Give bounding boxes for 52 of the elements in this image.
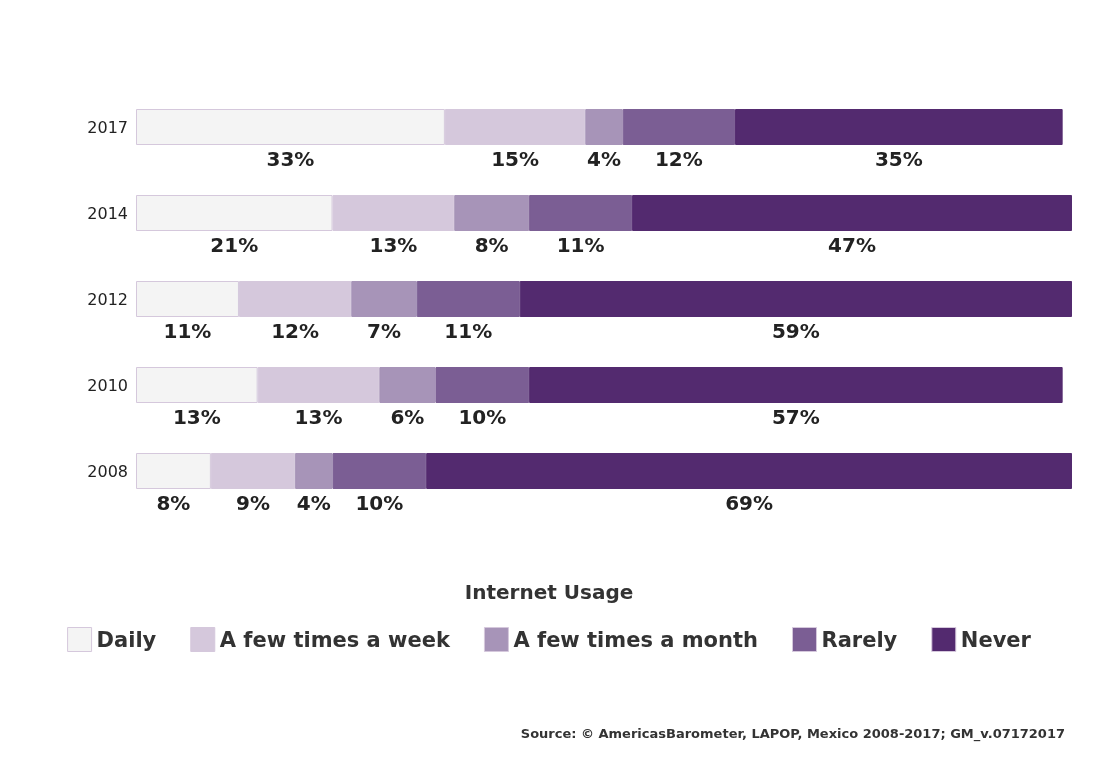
bar xyxy=(454,195,530,231)
bar xyxy=(351,281,417,317)
bar xyxy=(416,281,520,317)
y-tick-label: 2017 xyxy=(87,117,128,137)
data-label: 7% xyxy=(367,319,402,343)
legend-label: Daily xyxy=(96,627,157,652)
data-label: 8% xyxy=(474,233,509,257)
bar xyxy=(426,453,1072,489)
data-label: 47% xyxy=(828,233,876,257)
data-label: 13% xyxy=(294,405,343,429)
data-label: 11% xyxy=(163,319,212,343)
data-label: 6% xyxy=(390,405,425,429)
bar xyxy=(735,109,1063,145)
data-label: 13% xyxy=(369,233,418,257)
y-tick-label: 2008 xyxy=(87,461,128,481)
data-label: 4% xyxy=(587,147,621,171)
data-label: 59% xyxy=(771,319,820,343)
legend-label: Rarely xyxy=(821,627,898,652)
data-label: 12% xyxy=(271,319,320,343)
bar xyxy=(519,281,1072,317)
source-note: Source: © AmericasBarometer, LAPOP, Mexico 2008-2017; GM_v.07172017 xyxy=(520,726,1065,742)
data-label: 69% xyxy=(725,491,774,515)
bar xyxy=(332,453,427,489)
data-label: 21% xyxy=(210,233,259,257)
data-label: 11% xyxy=(556,233,605,257)
y-tick-label: 2010 xyxy=(87,375,128,395)
bar xyxy=(529,367,1063,403)
data-label: 10% xyxy=(458,405,507,429)
data-label: 12% xyxy=(654,147,703,171)
bar xyxy=(295,453,333,489)
y-tick-label: 2014 xyxy=(87,203,128,223)
data-label: 57% xyxy=(771,405,820,429)
data-label: 10% xyxy=(355,491,404,515)
data-label: 9% xyxy=(236,491,270,515)
data-label: 33% xyxy=(266,147,315,171)
data-label: 15% xyxy=(491,147,540,171)
bar xyxy=(529,195,633,231)
legend-label: A few times a week xyxy=(219,627,451,652)
legend-label: A few times a month xyxy=(513,627,758,652)
data-label: 11% xyxy=(444,319,493,343)
data-label: 8% xyxy=(156,491,191,515)
bar xyxy=(622,109,736,145)
bar xyxy=(585,109,623,145)
legend-label: Never xyxy=(960,627,1032,652)
bar xyxy=(379,367,436,403)
bar xyxy=(435,367,530,403)
data-label: 4% xyxy=(296,491,331,515)
y-tick-label: 2012 xyxy=(87,289,128,309)
bar xyxy=(632,195,1072,231)
legend-title: Internet Usage xyxy=(464,580,634,604)
data-label: 13% xyxy=(172,405,221,429)
data-label: 35% xyxy=(874,147,923,171)
